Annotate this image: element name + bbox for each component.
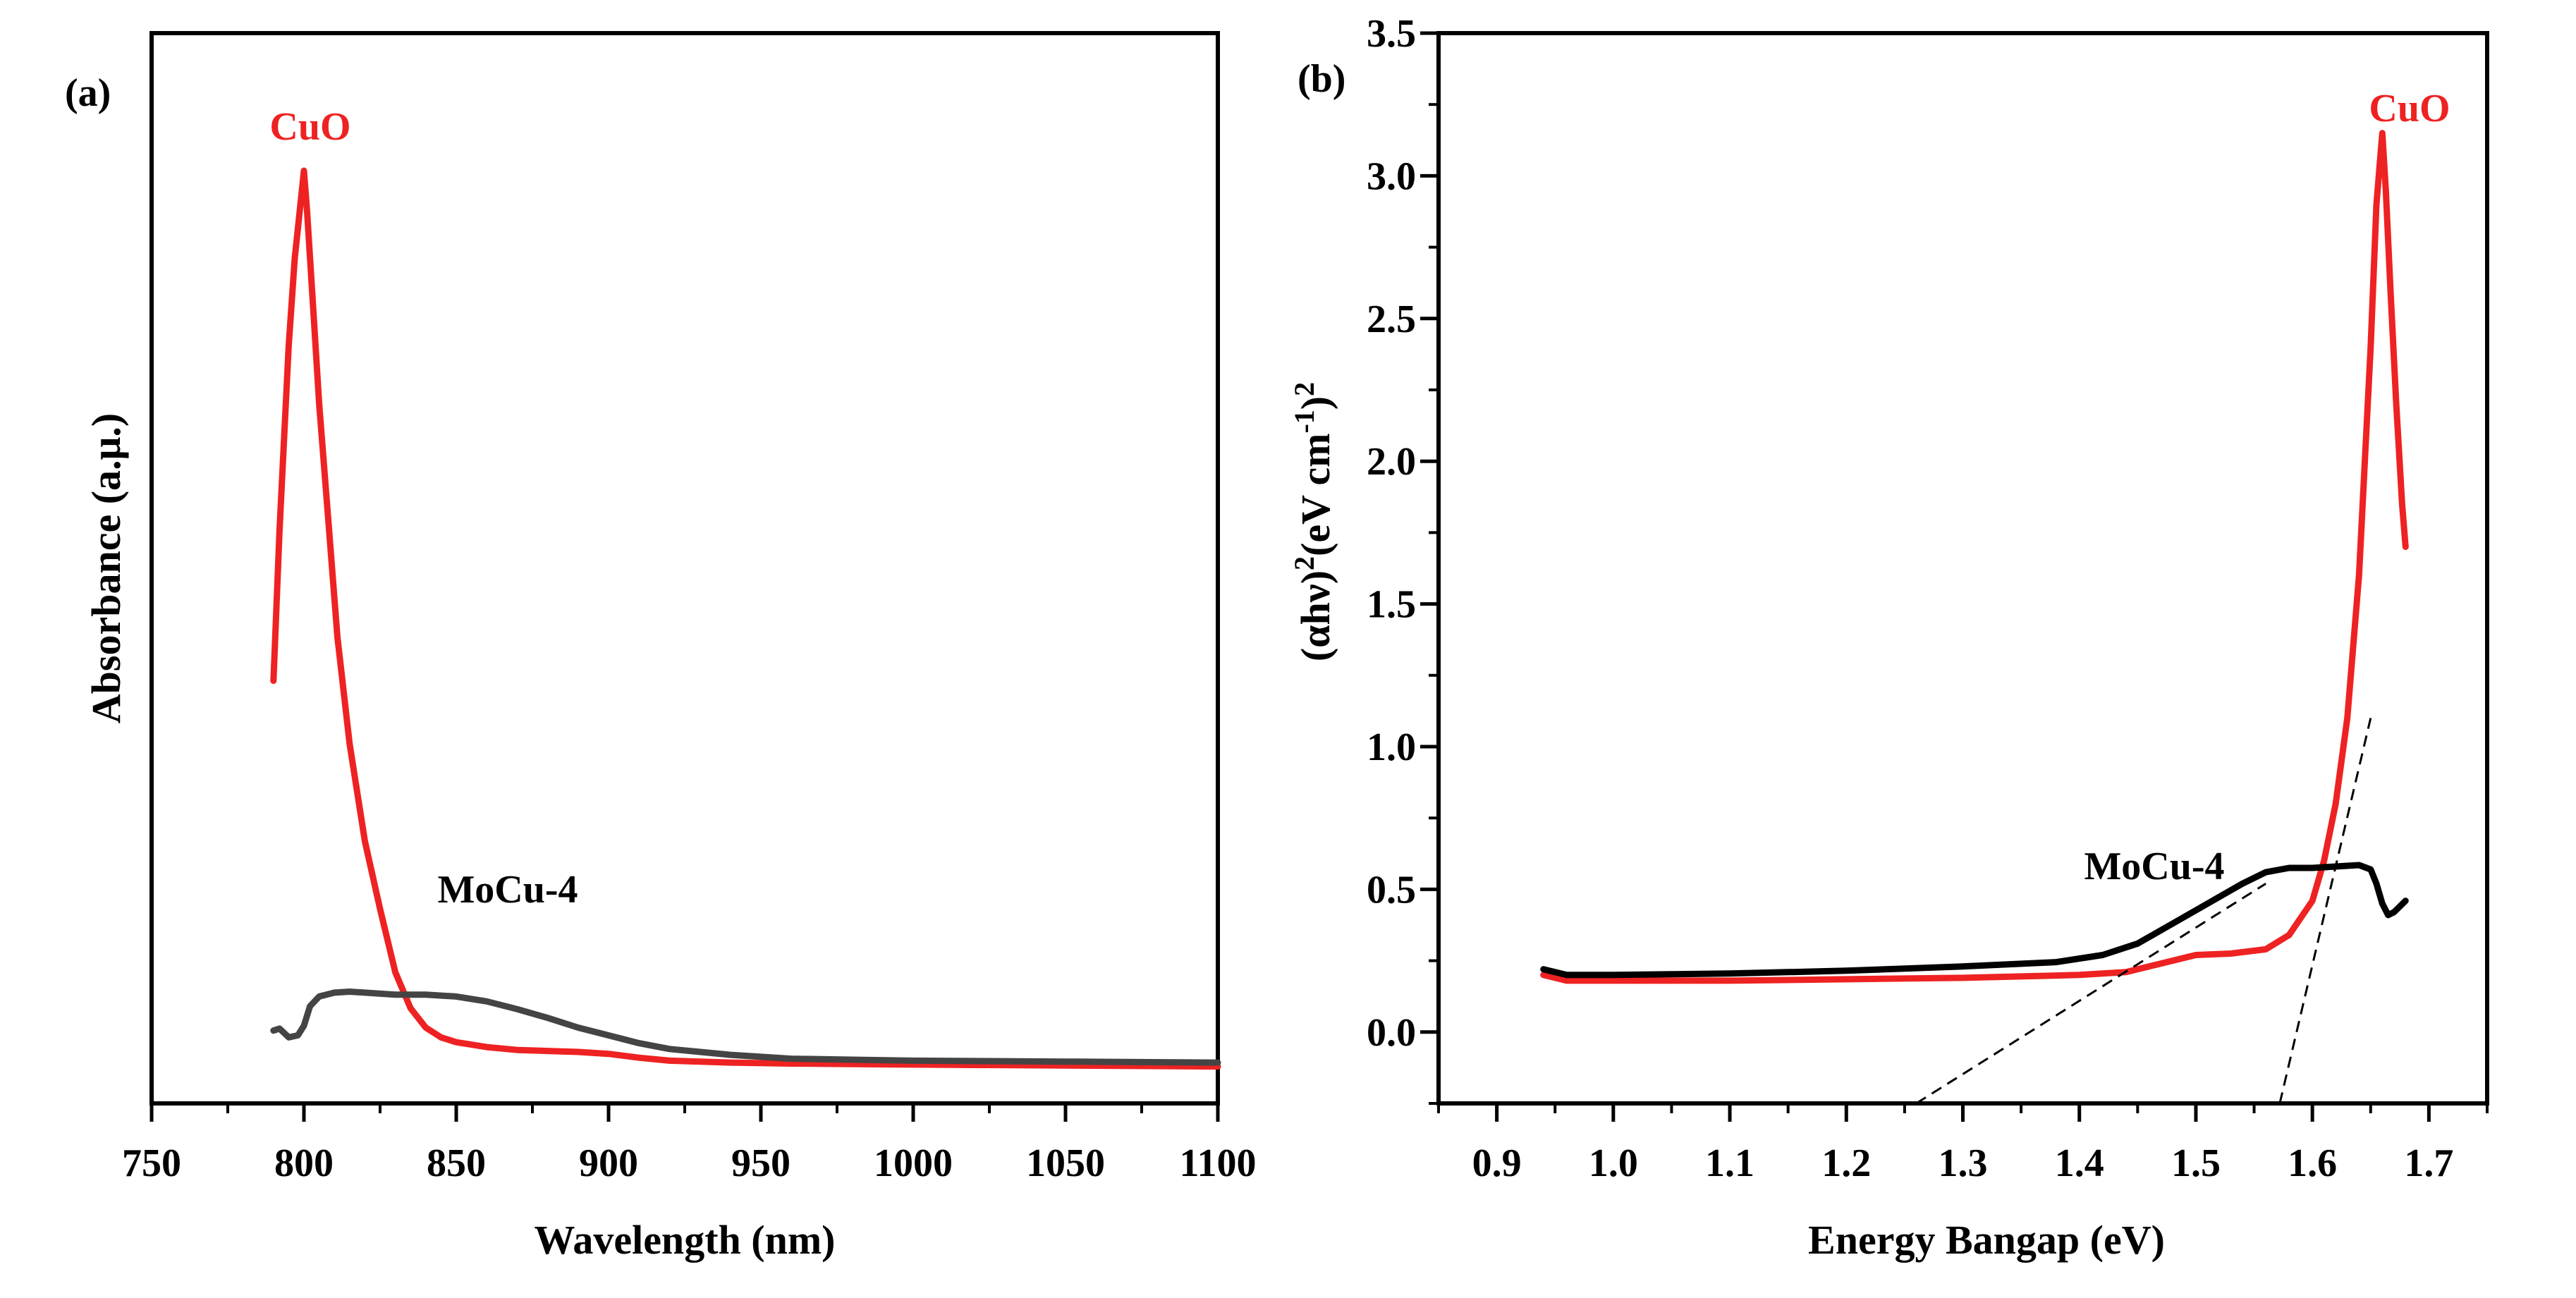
b-y-tick-label: 1.5	[1367, 583, 1416, 627]
y-title-part-c: (eV cm	[1293, 434, 1338, 556]
b-x-tick-label: 1.1	[1705, 1141, 1754, 1185]
a-x-tick-label: 1050	[1026, 1141, 1105, 1185]
b-y-tick-label: 2.0	[1367, 440, 1416, 484]
panel-b-cuo-label: CuO	[2369, 87, 2450, 130]
b-y-tick-label: 3.5	[1367, 12, 1416, 56]
y-title-part-d: -1	[1288, 410, 1320, 433]
b-x-tick-label: 1.3	[1939, 1141, 1988, 1185]
panel-b-ticks	[1420, 31, 2489, 1122]
panel-a-y-axis-title: Absorbance (a.μ.)	[83, 413, 129, 723]
y-title-part-f: 2	[1288, 382, 1320, 396]
b-x-tick-label: 1.2	[1821, 1141, 1871, 1185]
a-x-tick-label: 950	[731, 1141, 790, 1185]
panel-b-mocu-label: MoCu-4	[2084, 845, 2224, 888]
panel-b-x-tick-labels: 0.9 1.0 1.1 1.2 1.3 1.4 1.5 1.6 1.7	[1472, 1141, 2454, 1185]
b-y-tick-label: 0.0	[1367, 1011, 1416, 1055]
b-series-line-MoCu-4	[1540, 862, 2409, 979]
y-title-part-a: (αhν)	[1293, 570, 1338, 661]
b-x-tick-label: 0.9	[1472, 1141, 1522, 1185]
a-x-tick-label: 900	[579, 1141, 638, 1185]
a-x-tick-label: 750	[122, 1141, 181, 1185]
b-y-tick-label: 0.5	[1367, 868, 1416, 912]
panel-b-x-axis-title: Energy Bangap (eV)	[1808, 1217, 2165, 1263]
panel-b-label: (b)	[1298, 57, 1345, 101]
b-y-tick-label: 2.5	[1367, 298, 1416, 341]
panel-a-mocu-label: MoCu-4	[437, 868, 578, 912]
panel-a-cuo-label: CuO	[269, 105, 350, 149]
a-x-tick-label: 1000	[874, 1141, 953, 1185]
panel-b-y-axis-title: (αhν)2(eV cm-1)2	[1288, 382, 1338, 661]
a-x-tick-label: 800	[274, 1141, 334, 1185]
panel-a-label: (a)	[65, 71, 111, 115]
b-series-line-CuO	[1540, 130, 2409, 984]
y-title-part-e: )	[1293, 396, 1338, 410]
a-series-line-MoCu-4	[270, 988, 1221, 1066]
y-title-part-b: 2	[1288, 556, 1320, 570]
panel-a: 750 800 850 900 950 1000 1050 1100 (a) Waveleng…	[65, 31, 1256, 1263]
a-x-tick-label: 850	[427, 1141, 486, 1185]
b-x-tick-label: 1.6	[2288, 1141, 2337, 1185]
a-series-line-CuO	[270, 167, 1221, 1070]
a-x-tick-label: 1100	[1180, 1141, 1257, 1185]
b-x-tick-label: 1.7	[2404, 1141, 2453, 1185]
b-y-tick-label: 3.0	[1367, 154, 1416, 198]
panel-a-series	[270, 167, 1221, 1070]
b-x-tick-label: 1.5	[2171, 1141, 2221, 1185]
panel-b: 0.9 1.0 1.1 1.2 1.3 1.4 1.5 1.6 1.7 0.0 0.5 1.0 1.5…	[1288, 12, 2489, 1263]
panel-a-x-axis-title: Wavelength (nm)	[535, 1217, 836, 1263]
b-x-tick-label: 1.4	[2055, 1141, 2104, 1185]
b-series-line-tangent-CuO	[2278, 718, 2372, 1104]
panel-b-series	[1540, 130, 2409, 1105]
panel-b-y-tick-labels: 0.0 0.5 1.0 1.5 2.0 2.5 3.0 3.5	[1367, 12, 1416, 1055]
panel-a-x-ticks	[149, 1103, 1220, 1122]
panel-a-x-tick-labels: 750 800 850 900 950 1000 1050 1100	[122, 1141, 1256, 1185]
b-y-tick-label: 1.0	[1367, 725, 1416, 769]
b-series-line-tangent-MoCu-4	[1915, 883, 2266, 1105]
b-x-tick-label: 1.0	[1589, 1141, 1638, 1185]
